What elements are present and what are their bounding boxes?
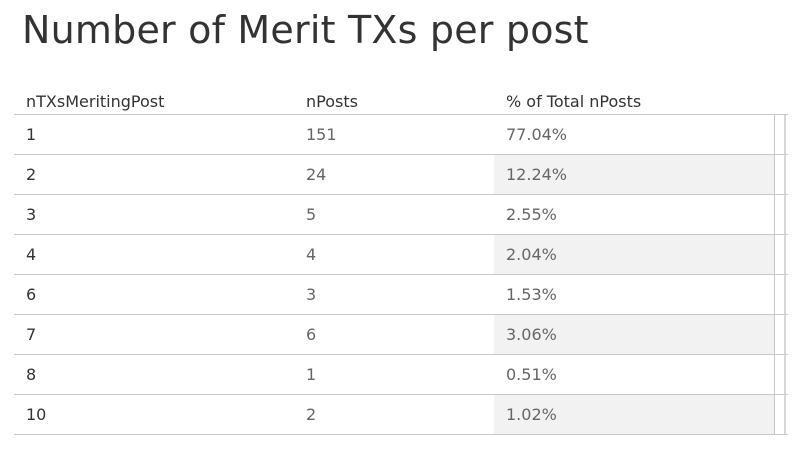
table-body: 1 151 77.04% 2 24 12.24% 3 5 2.55% 4 4 2.04% 6 3 1.53%… [14, 114, 788, 435]
table-header: nTXsMeritingPost nPosts % of Total nPost… [14, 88, 788, 114]
cell-nposts: 24 [306, 165, 327, 184]
column-header-nposts[interactable]: nPosts [306, 92, 358, 111]
cell-nposts: 5 [306, 205, 317, 224]
cell-nposts: 6 [306, 325, 317, 344]
cell-pct-of-total: 1.02% [506, 405, 557, 424]
cell-pct-of-total: 12.24% [506, 165, 568, 184]
table-row[interactable]: 8 1 0.51% [14, 355, 788, 395]
cell-ntxs-meriting-post: 7 [26, 325, 37, 344]
row-band [494, 155, 774, 194]
scrollbar-track[interactable] [784, 195, 786, 234]
cell-pct-of-total: 3.06% [506, 325, 557, 344]
cell-ntxs-meriting-post: 4 [26, 245, 37, 264]
column-edge-divider [774, 395, 775, 434]
table-row[interactable]: 10 2 1.02% [14, 395, 788, 435]
table-row[interactable]: 3 5 2.55% [14, 195, 788, 235]
scrollbar-track[interactable] [784, 395, 786, 434]
cell-ntxs-meriting-post: 1 [26, 125, 37, 144]
row-band [494, 235, 774, 274]
table-row[interactable]: 4 4 2.04% [14, 235, 788, 275]
column-edge-divider [774, 315, 775, 354]
column-edge-divider [774, 195, 775, 234]
cell-ntxs-meriting-post: 6 [26, 285, 37, 304]
cell-pct-of-total: 77.04% [506, 125, 568, 144]
table-row[interactable]: 7 6 3.06% [14, 315, 788, 355]
cell-nposts: 151 [306, 125, 337, 144]
cell-ntxs-meriting-post: 3 [26, 205, 37, 224]
scrollbar-track[interactable] [784, 155, 786, 194]
scrollbar-track[interactable] [784, 115, 786, 154]
cell-pct-of-total: 2.04% [506, 245, 557, 264]
row-band [494, 395, 774, 434]
table-row[interactable]: 6 3 1.53% [14, 275, 788, 315]
column-edge-divider [774, 155, 775, 194]
chart-title: Number of Merit TXs per post [22, 8, 589, 52]
cell-ntxs-meriting-post: 10 [26, 405, 47, 424]
column-edge-divider [774, 235, 775, 274]
cell-nposts: 4 [306, 245, 317, 264]
table-row[interactable]: 2 24 12.24% [14, 155, 788, 195]
table-row[interactable]: 1 151 77.04% [14, 115, 788, 155]
cell-ntxs-meriting-post: 8 [26, 365, 37, 384]
column-edge-divider [774, 115, 775, 154]
column-header-ntxs-meriting-post[interactable]: nTXsMeritingPost [26, 92, 165, 111]
scrollbar-track[interactable] [784, 235, 786, 274]
cell-pct-of-total: 1.53% [506, 285, 557, 304]
column-edge-divider [774, 275, 775, 314]
cell-ntxs-meriting-post: 2 [26, 165, 37, 184]
scrollbar-track[interactable] [784, 355, 786, 394]
data-table: nTXsMeritingPost nPosts % of Total nPost… [14, 88, 788, 435]
scrollbar-track[interactable] [784, 315, 786, 354]
column-edge-divider [774, 355, 775, 394]
cell-pct-of-total: 0.51% [506, 365, 557, 384]
cell-nposts: 2 [306, 405, 317, 424]
cell-nposts: 1 [306, 365, 317, 384]
column-header-pct-of-total[interactable]: % of Total nPosts [506, 92, 642, 111]
scrollbar-track[interactable] [784, 275, 786, 314]
cell-nposts: 3 [306, 285, 317, 304]
row-band [494, 315, 774, 354]
cell-pct-of-total: 2.55% [506, 205, 557, 224]
